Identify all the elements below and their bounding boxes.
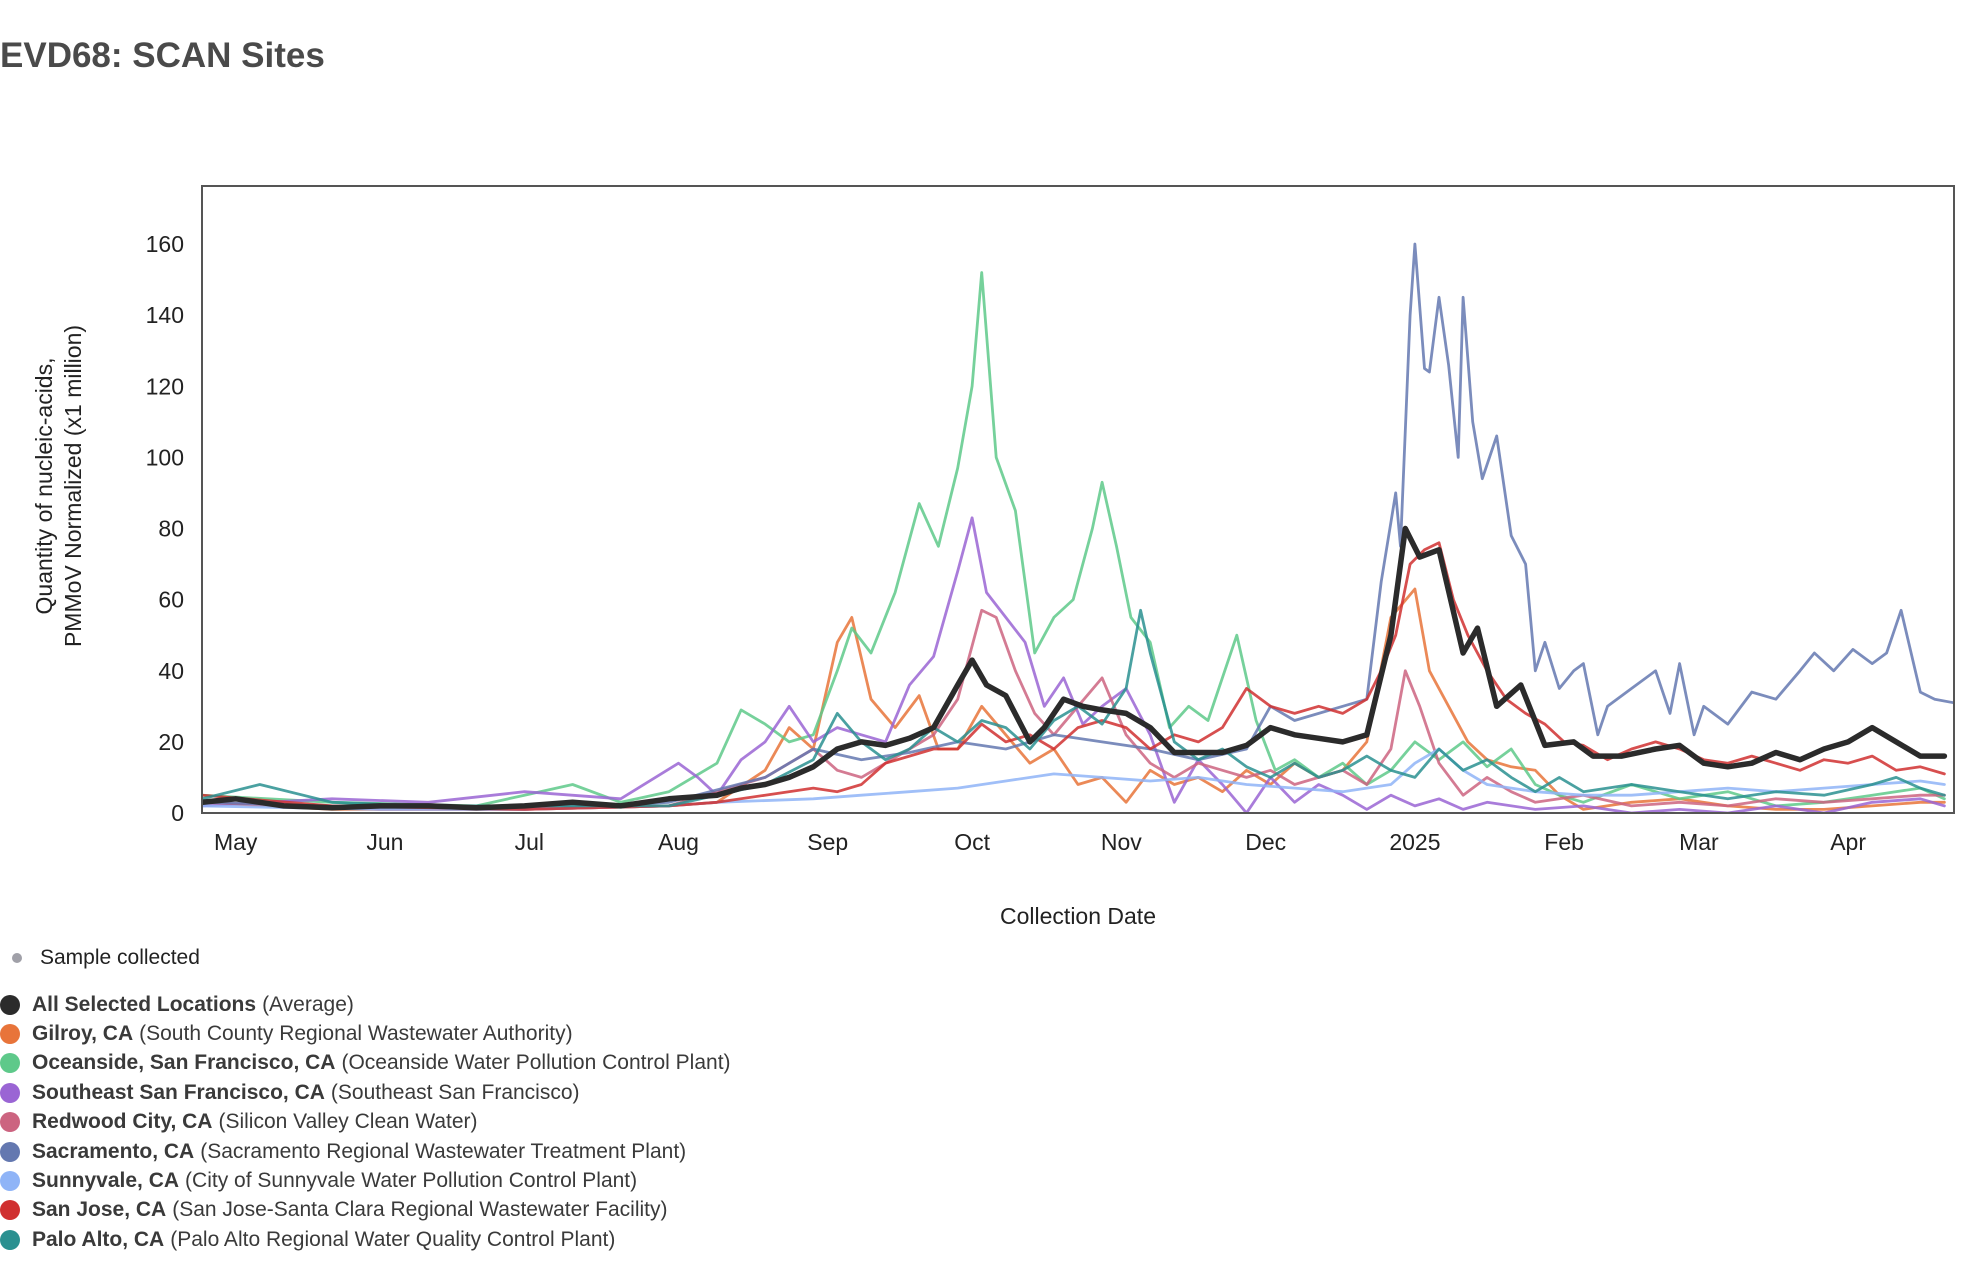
legend-location: Redwood City, CA (32, 1110, 213, 1134)
y-tick-label: 160 (146, 231, 184, 257)
y-tick-label: 40 (158, 658, 184, 684)
legend-plant: (City of Sunnyvale Water Pollution Contr… (185, 1169, 638, 1193)
legend-item[interactable]: Palo Alto, CA (Palo Alto Regional Water Q… (0, 1225, 731, 1254)
legend-swatch-icon (0, 1053, 20, 1074)
legend-sample-collected: Sample collected (12, 946, 200, 970)
legend-swatch-icon (0, 1082, 20, 1103)
legend-plant: (South County Regional Wastewater Author… (139, 1022, 573, 1046)
y-tick-label: 80 (158, 516, 184, 542)
legend: All Selected Locations (Average) Gilroy, C… (0, 990, 731, 1255)
legend-item[interactable]: San Jose, CA (San Jose-Santa Clara Region… (0, 1196, 731, 1225)
x-tick-label: Nov (1101, 829, 1142, 855)
legend-location: Gilroy, CA (32, 1022, 134, 1046)
x-tick-label: Apr (1830, 829, 1866, 855)
legend-item[interactable]: Sunnyvale, CA (City of Sunnyvale Water Po… (0, 1166, 731, 1195)
legend-location: Sunnyvale, CA (32, 1169, 180, 1193)
legend-plant: (Average) (262, 992, 354, 1016)
series-line-southeast-san-francisco-ca[interactable] (202, 516, 1946, 813)
legend-item[interactable]: Sacramento, CA (Sacramento Regional Waste… (0, 1137, 731, 1166)
x-tick-label: Sep (807, 829, 848, 855)
chart-title: EVD68: SCAN Sites (0, 36, 325, 75)
series-line-sunnyvale-ca[interactable] (202, 747, 1946, 811)
x-tick-label: Aug (658, 829, 699, 855)
x-tick-label: Oct (954, 829, 990, 855)
y-tick-label: 140 (146, 302, 184, 328)
x-tick-label: May (214, 829, 258, 855)
legend-item[interactable]: Gilroy, CA (South County Regional Wastewa… (0, 1019, 731, 1048)
series-line-redwood-city-ca[interactable] (202, 608, 1946, 811)
y-tick-label: 0 (171, 800, 184, 826)
legend-location: San Jose, CA (32, 1198, 167, 1222)
y-axis-title-line-1: Quantity of nucleic-acids, (31, 358, 57, 615)
legend-swatch-icon (0, 1024, 20, 1045)
series-line-san-jose-ca[interactable] (202, 541, 1946, 811)
legend-plant: (Sacramento Regional Wastewater Treatmen… (200, 1139, 687, 1163)
x-tick-label: Jul (515, 829, 544, 855)
y-tick-label: 60 (158, 587, 184, 613)
x-tick-label: 2025 (1389, 829, 1440, 855)
legend-item[interactable]: Southeast San Francisco, CA (Southeast Sa… (0, 1078, 731, 1107)
legend-swatch-icon (0, 994, 20, 1015)
y-tick-label: 120 (146, 373, 184, 399)
legend-item[interactable]: Oceanside, San Francisco, CA (Oceanside W… (0, 1049, 731, 1078)
x-tick-label: Mar (1679, 829, 1719, 855)
legend-swatch-icon (0, 1229, 20, 1250)
legend-location: Southeast San Francisco, CA (32, 1080, 325, 1104)
legend-location: Oceanside, San Francisco, CA (32, 1051, 336, 1075)
y-tick-label: 100 (146, 444, 184, 470)
sample-dot-icon (12, 953, 22, 963)
legend-location: Sacramento, CA (32, 1139, 195, 1163)
x-tick-label: Feb (1544, 829, 1584, 855)
legend-item[interactable]: All Selected Locations (Average) (0, 990, 731, 1019)
legend-swatch-icon (0, 1141, 20, 1162)
legend-swatch-icon (0, 1112, 20, 1133)
legend-location: Palo Alto, CA (32, 1227, 165, 1251)
legend-swatch-icon (0, 1200, 20, 1221)
chart-svg: 0 20 40 60 80 100 120 140 160 May Jun Jul Aug Sep Oct… (31, 185, 1955, 929)
plot-frame (201, 185, 1955, 814)
legend-swatch-icon (0, 1171, 20, 1192)
y-axis-title-line-2: PMMoV Normalized (x1 million) (60, 325, 86, 647)
legend-plant: (Palo Alto Regional Water Quality Contro… (170, 1227, 616, 1251)
legend-plant: (Southeast San Francisco) (330, 1080, 580, 1104)
x-tick-label: Dec (1245, 829, 1286, 855)
legend-location: All Selected Locations (32, 992, 257, 1016)
series-line-all-selected-locations[interactable] (202, 525, 1948, 811)
legend-plant: (Oceanside Water Pollution Control Plant… (341, 1051, 731, 1075)
x-tick-label: Jun (366, 829, 403, 855)
legend-plant: (Silicon Valley Clean Water) (218, 1110, 478, 1134)
legend-item[interactable]: Redwood City, CA (Silicon Valley Clean Wa… (0, 1108, 731, 1137)
y-tick-label: 20 (158, 729, 184, 755)
series-line-sacramento-ca[interactable] (202, 242, 1954, 811)
x-axis-title: Collection Date (1000, 903, 1156, 929)
legend-sample-label: Sample collected (40, 946, 200, 969)
legend-plant: (San Jose-Santa Clara Regional Wastewate… (172, 1198, 668, 1222)
